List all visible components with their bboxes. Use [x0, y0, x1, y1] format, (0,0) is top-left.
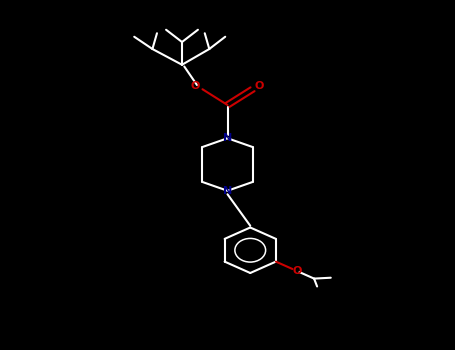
Text: N: N — [223, 133, 232, 143]
Text: N: N — [223, 186, 232, 196]
Text: O: O — [255, 81, 264, 91]
Text: O: O — [191, 81, 200, 91]
Text: O: O — [293, 266, 302, 276]
